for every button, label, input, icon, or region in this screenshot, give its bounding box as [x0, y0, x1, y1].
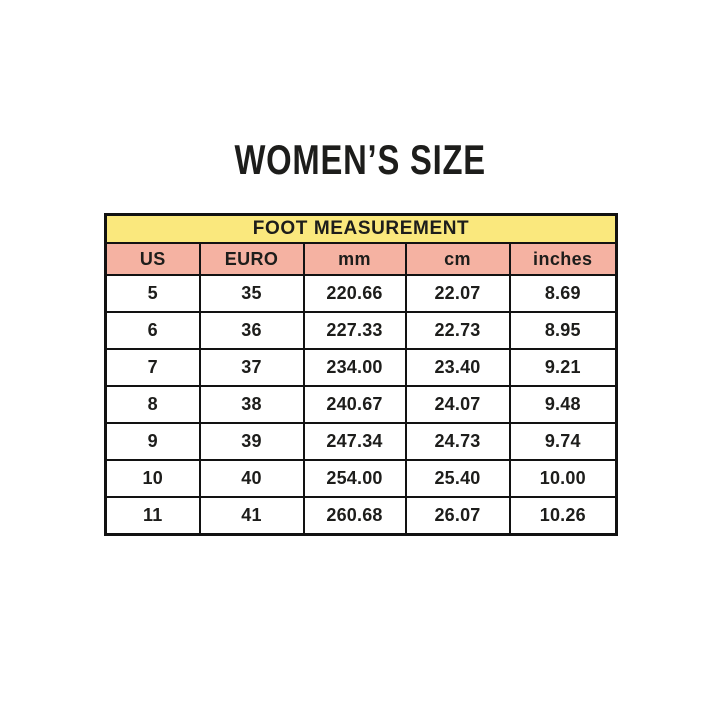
table-cell: 8.69 [508, 274, 618, 313]
page-title: WOMEN’S SIZE [0, 139, 720, 181]
table-cell: 10.26 [508, 496, 618, 536]
table-cell: 8 [104, 385, 201, 424]
table-cell: 260.68 [302, 496, 407, 536]
table-cell: 247.34 [302, 422, 407, 461]
table-cell: 36 [198, 311, 305, 350]
column-header-inches: inches [508, 242, 618, 276]
table-cell: 234.00 [302, 348, 407, 387]
table-row: 6 36 227.33 22.73 8.95 [104, 311, 618, 350]
table-row: 8 38 240.67 24.07 9.48 [104, 385, 618, 424]
table-cell: 23.40 [404, 348, 511, 387]
table-cell: 9.74 [508, 422, 618, 461]
page-title-text: WOMEN’S SIZE [234, 136, 486, 183]
table-cell: 22.07 [404, 274, 511, 313]
table-cell: 10.00 [508, 459, 618, 498]
table-row: 10 40 254.00 25.40 10.00 [104, 459, 618, 498]
table-cell: 9.21 [508, 348, 618, 387]
table-cell: 9 [104, 422, 201, 461]
table-cell: 40 [198, 459, 305, 498]
table-group-header: FOOT MEASUREMENT [104, 213, 618, 244]
table-row: 5 35 220.66 22.07 8.69 [104, 274, 618, 313]
table-column-header-row: US EURO mm cm inches [104, 242, 618, 276]
table-cell: 11 [104, 496, 201, 536]
table-cell: 22.73 [404, 311, 511, 350]
table-group-header-row: FOOT MEASUREMENT [104, 213, 618, 244]
table-cell: 254.00 [302, 459, 407, 498]
table-cell: 25.40 [404, 459, 511, 498]
table-cell: 10 [104, 459, 201, 498]
table-row: 11 41 260.68 26.07 10.26 [104, 496, 618, 536]
table-row: 7 37 234.00 23.40 9.21 [104, 348, 618, 387]
table-row: 9 39 247.34 24.73 9.74 [104, 422, 618, 461]
size-table: FOOT MEASUREMENT US EURO mm cm inches 5 35 220… [104, 213, 619, 536]
column-header-mm: mm [302, 242, 407, 276]
table-cell: 35 [198, 274, 305, 313]
table-cell: 37 [198, 348, 305, 387]
table-cell: 26.07 [404, 496, 511, 536]
table-cell: 39 [198, 422, 305, 461]
table-body: 5 35 220.66 22.07 8.69 6 36 227.33 22.73 8.95 7 37 2… [104, 274, 618, 536]
table-cell: 24.73 [404, 422, 511, 461]
table-cell: 38 [198, 385, 305, 424]
column-header-euro: EURO [198, 242, 305, 276]
column-header-cm: cm [404, 242, 511, 276]
table-cell: 227.33 [302, 311, 407, 350]
table-cell: 7 [104, 348, 201, 387]
table-cell: 9.48 [508, 385, 618, 424]
table-cell: 41 [198, 496, 305, 536]
table-cell: 240.67 [302, 385, 407, 424]
table-cell: 5 [104, 274, 201, 313]
column-header-us: US [104, 242, 201, 276]
table-cell: 8.95 [508, 311, 618, 350]
table-cell: 24.07 [404, 385, 511, 424]
table-cell: 6 [104, 311, 201, 350]
table-cell: 220.66 [302, 274, 407, 313]
